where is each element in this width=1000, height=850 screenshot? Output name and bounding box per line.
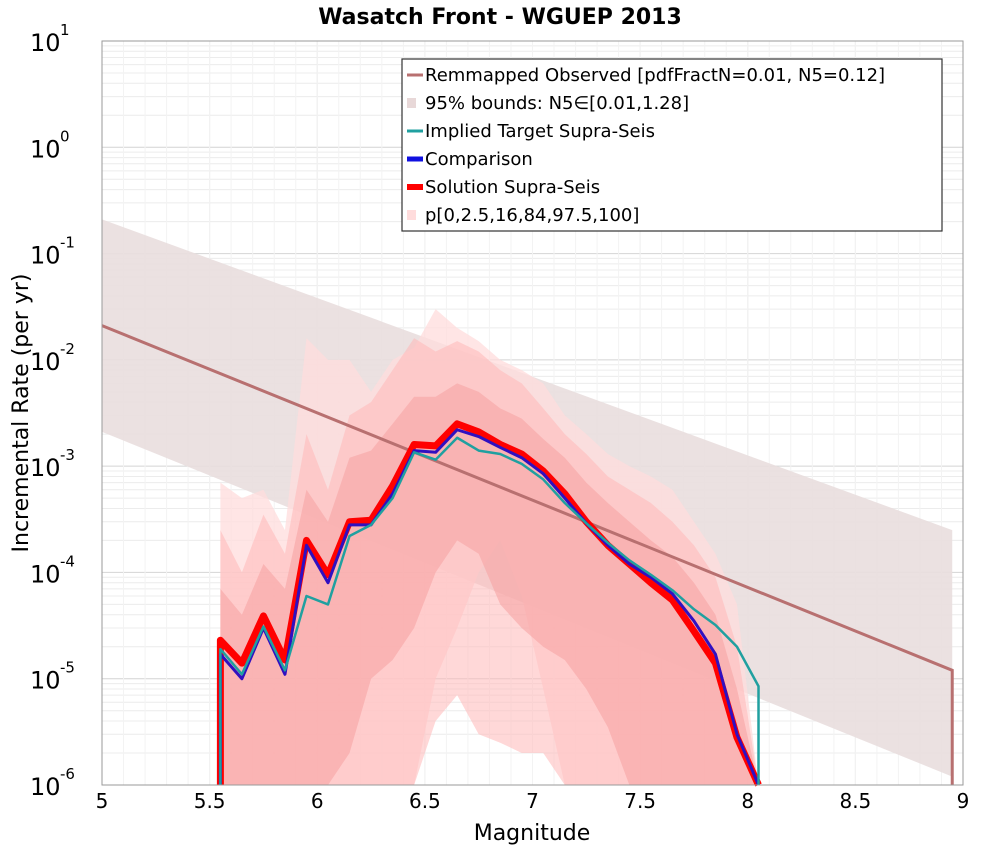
- x-tick-label: 7: [526, 789, 539, 813]
- y-axis-label: Incremental Rate (per yr): [9, 274, 34, 553]
- y-tick-base: 10: [30, 773, 61, 801]
- plot-frame: [101, 40, 964, 786]
- y-tick-base: 10: [30, 454, 61, 482]
- x-tick-label: 6: [311, 789, 324, 813]
- x-tick-label: 7.5: [624, 789, 656, 813]
- legend-label: 95% bounds: N5∈[0.01,1.28]: [425, 93, 689, 114]
- y-tick-label: 10 0: [30, 127, 70, 163]
- y-tick-label: 10 -1: [30, 234, 75, 270]
- y-tick-base: 10: [30, 348, 61, 376]
- y-tick-exponent: 0: [60, 127, 70, 145]
- y-tick-exponent: -6: [60, 765, 75, 783]
- y-tick-label: 10 -6: [30, 765, 75, 801]
- legend-swatch: [407, 98, 416, 108]
- y-tick-exponent: -4: [60, 552, 75, 570]
- observed-line: [101, 324, 954, 785]
- y-tick-label: 10 -2: [30, 340, 75, 376]
- legend: Remmapped Observed [pdfFractN=0.01, N5=0…: [401, 58, 943, 232]
- y-tick-base: 10: [30, 135, 61, 163]
- comparison-line: [218, 428, 760, 786]
- y-tick-label: 10 -3: [30, 446, 75, 482]
- x-tick-label: 8.5: [839, 789, 871, 813]
- legend-label: Remmapped Observed [pdfFractN=0.01, N5=0…: [425, 65, 885, 86]
- chart-title: Wasatch Front - WGUEP 2013: [318, 5, 682, 30]
- y-tick-label: 10 1: [30, 21, 70, 57]
- legend-label: Implied Target Supra-Seis: [425, 121, 655, 142]
- y-tick-exponent: -2: [60, 340, 75, 358]
- percentile-band-16-84: [220, 383, 759, 785]
- x-tick-label: 9: [957, 789, 970, 813]
- legend-label: p[0,2.5,16,84,97.5,100]: [425, 205, 639, 226]
- y-tick-base: 10: [30, 667, 61, 695]
- x-tick-label: 6.5: [409, 789, 441, 813]
- y-tick-base: 10: [30, 29, 61, 57]
- x-axis-label: Magnitude: [474, 821, 591, 846]
- legend-label: Comparison: [425, 149, 533, 170]
- y-tick-exponent: -1: [60, 234, 75, 252]
- y-tick-label: 10 -5: [30, 659, 75, 695]
- legend-label: Solution Supra-Seis: [425, 177, 600, 198]
- solution-line: [216, 420, 762, 787]
- y-tick-exponent: -5: [60, 659, 75, 677]
- y-tick-exponent: 1: [60, 21, 70, 39]
- y-tick-label: 10 -4: [30, 552, 75, 588]
- y-tick-exponent: -3: [60, 446, 75, 464]
- x-tick-label: 8: [741, 789, 754, 813]
- y-tick-base: 10: [30, 560, 61, 588]
- x-tick-label: 5.5: [194, 789, 226, 813]
- implied-target-line: [219, 436, 760, 785]
- series-layer: [101, 324, 954, 787]
- legend-swatch: [407, 210, 416, 220]
- x-tick-label: 5: [96, 789, 109, 813]
- legend-box: [401, 58, 943, 232]
- y-tick-base: 10: [30, 242, 61, 270]
- x-axis-ticks: 5 5.5 6 6.5 7 7.5 8 8.5 9: [96, 789, 970, 813]
